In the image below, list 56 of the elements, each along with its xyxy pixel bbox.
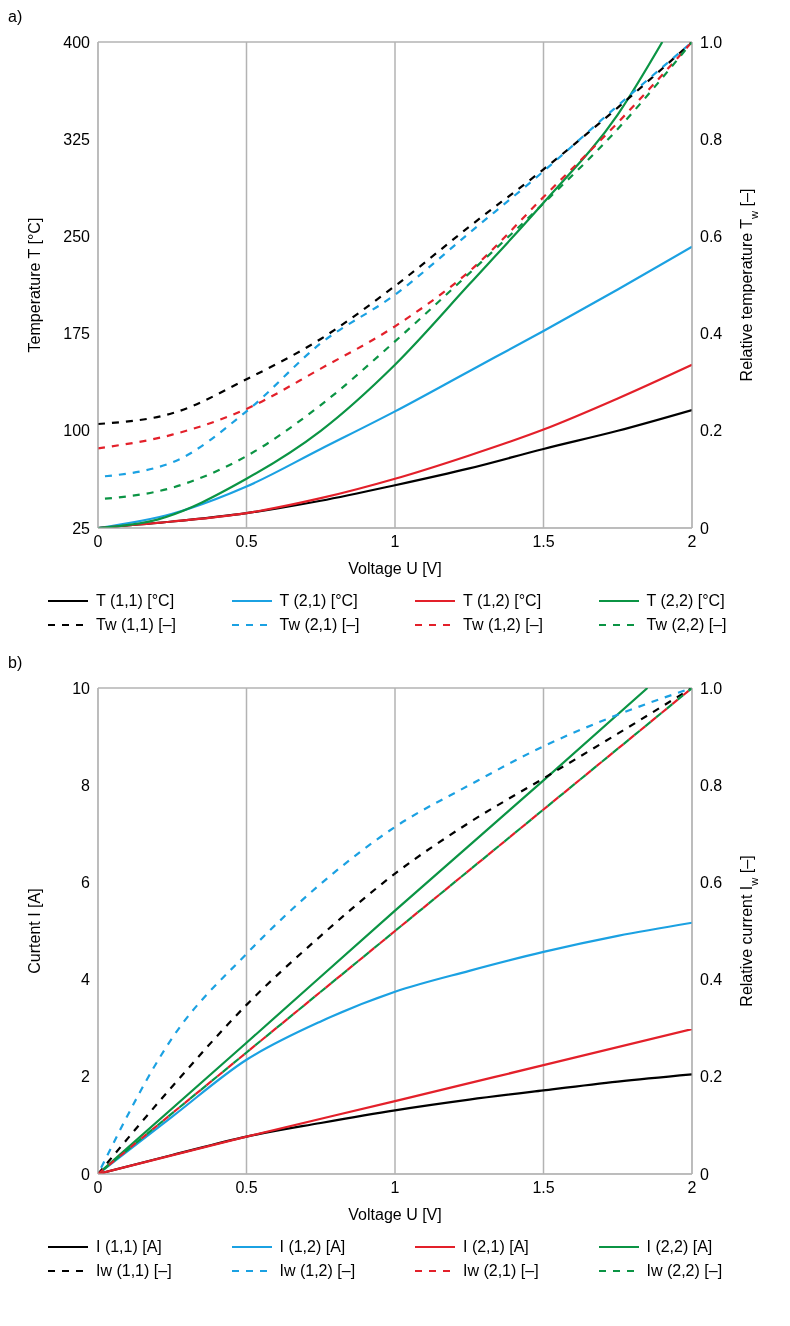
y-tick-label: 10 [72,679,91,697]
y2-tick-label: 0.8 [700,130,723,148]
y-tick-label: 2 [81,1068,91,1086]
x-tick-label: 0.5 [235,533,258,551]
y2-tick-label: 0.2 [700,422,723,440]
x-tick-label: 0 [93,533,103,551]
x-tick-label: 0.5 [235,1179,258,1197]
legend-label: I (2,2) [A] [646,1238,713,1256]
y2-tick-label: 1.0 [700,33,723,51]
y2-tick-label: 0.6 [700,228,723,246]
chart-title: a) [8,8,24,27]
y2-tick-label: 0.8 [700,776,723,794]
legend-label: T (1,1) [°C] [96,592,175,610]
legend-label: Iw (1,1) [–] [96,1262,172,1280]
legend-label: I (2,1) [A] [463,1238,529,1256]
x-tick-label: 2 [687,1179,697,1197]
y-tick-label: 250 [63,228,91,246]
y-tick-label: 0 [81,1165,91,1183]
y2-tick-label: 0.6 [700,874,723,892]
y-tick-label: 4 [81,971,91,989]
y2-tick-label: 0.4 [700,325,723,343]
y2-tick-label: 0.2 [700,1068,723,1086]
y-tick-label: 100 [63,422,91,440]
x-axis-title: Voltage U [V] [348,560,442,577]
y2-tick-label: 0 [700,1165,709,1183]
y-tick-label: 6 [81,874,91,892]
y-axis-title: Temperature T [°C] [26,217,43,353]
x-tick-label: 1 [390,533,400,551]
y-tick-label: 400 [63,33,91,51]
legend-label: Tw (1,2) [–] [463,616,544,634]
legend-label: T (2,2) [°C] [646,592,725,610]
y2-tick-label: 0.4 [700,971,723,989]
legend-label: Iw (2,1) [–] [463,1262,539,1280]
y-axis-title: Curtent I [A] [26,888,43,974]
legend-label: Tw (1,1) [–] [96,616,177,634]
legend-label: T (1,2) [°C] [463,592,542,610]
x-tick-label: 1 [390,1179,400,1197]
y2-tick-label: 1.0 [700,679,723,697]
legend-label: T (2,1) [°C] [279,592,358,610]
y-tick-label: 25 [72,519,91,537]
x-axis-title: Voltage U [V] [348,1206,442,1223]
legend-label: I (1,1) [A] [96,1238,162,1256]
y-tick-label: 8 [81,776,91,794]
x-tick-label: 2 [687,533,697,551]
legend-label: Iw (2,2) [–] [646,1262,723,1280]
y2-tick-label: 0 [700,519,709,537]
x-tick-label: 1.5 [532,533,555,551]
x-tick-label: 0 [93,1179,103,1197]
legend-label: Tw (2,1) [–] [279,616,360,634]
x-tick-label: 1.5 [532,1179,555,1197]
chart-title: b) [8,654,24,673]
legend-label: I (1,2) [A] [279,1238,346,1256]
legend-label: Iw (1,2) [–] [279,1262,356,1280]
y-tick-label: 175 [63,325,91,343]
legend-label: Tw (2,2) [–] [646,616,727,634]
y-tick-label: 325 [63,130,91,148]
